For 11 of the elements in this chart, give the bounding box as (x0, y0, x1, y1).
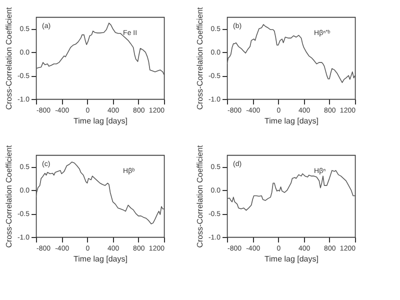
x-axis-title: Time lag [days] (74, 116, 128, 126)
y-axis-title: Cross-Correlation Coefficient (4, 144, 14, 248)
y-axis-title: Cross-Correlation Coefficient (195, 6, 204, 110)
line-series (36, 22, 164, 76)
x-axis-title: Time lag [days] (74, 254, 128, 264)
line-series (36, 162, 164, 224)
y-axis-title: Cross-Correlation Coefficient (4, 6, 14, 110)
x-axis-title: Time lag [days] (264, 254, 318, 264)
line-series (227, 24, 355, 83)
x-axis-title: Time lag [days] (264, 116, 318, 126)
y-axis-title: Cross-Correlation Coefficient (195, 144, 204, 248)
